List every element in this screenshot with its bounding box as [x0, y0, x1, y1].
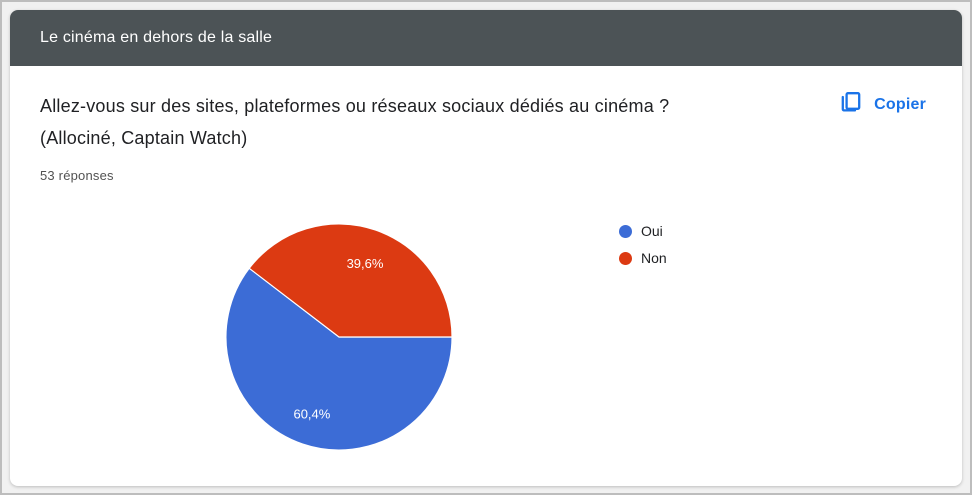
chart-legend: Oui Non — [619, 223, 667, 277]
pie-label-non: 39,6% — [347, 256, 384, 271]
section-header: Le cinéma en dehors de la salle — [10, 10, 962, 66]
pie-slice-oui[interactable] — [226, 267, 452, 450]
question-result-card: Le cinéma en dehors de la salle Allez-vo… — [10, 10, 962, 486]
section-title: Le cinéma en dehors de la salle — [40, 29, 273, 46]
pie-slice-non[interactable] — [248, 224, 452, 338]
copy-icon — [837, 90, 863, 119]
copy-button-label: Copier — [874, 95, 926, 113]
question-title: Allez-vous sur des sites, plateformes ou… — [40, 96, 670, 148]
legend-label-oui: Oui — [641, 223, 663, 239]
legend-dot-oui-icon — [619, 224, 632, 238]
legend-item-non: Non — [619, 250, 667, 266]
pie-label-oui: 60,4% — [293, 406, 330, 421]
responses-count: 53 réponses — [40, 168, 114, 183]
card-body: Allez-vous sur des sites, plateformes ou… — [10, 66, 962, 486]
legend-item-oui: Oui — [619, 223, 667, 239]
copy-button[interactable]: Copier — [835, 88, 928, 121]
legend-label-non: Non — [641, 250, 667, 266]
legend-dot-non-icon — [619, 251, 632, 265]
pie-chart: 39,6% 60,4% — [226, 224, 452, 450]
